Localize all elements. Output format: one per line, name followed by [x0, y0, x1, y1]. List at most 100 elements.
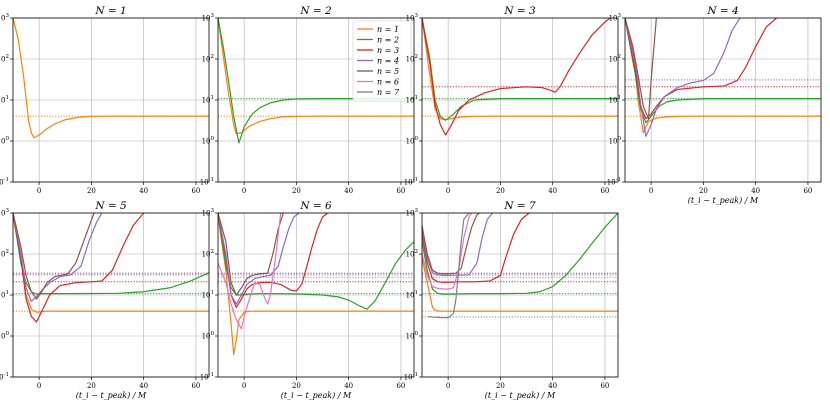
series-line — [218, 213, 300, 305]
y-tick-label: 103 — [202, 208, 215, 218]
y-tick-label: 100 — [202, 136, 215, 146]
x-tick-label: 20 — [699, 187, 708, 195]
y-tick-label: 10-1 — [0, 177, 9, 187]
legend: n = 1 n = 2n = 3 n = 4n = 5 n = 6n = 7 — [352, 20, 412, 102]
x-tick-label: 0 — [649, 187, 653, 195]
series-line — [625, 18, 821, 124]
x-axis-label: (t_i − t_peak) / M — [281, 391, 352, 400]
x-tick-label: 60 — [396, 187, 405, 195]
y-tick-label: 103 — [406, 208, 419, 218]
x-tick-label: 0 — [37, 187, 41, 195]
series-line — [218, 213, 282, 330]
subplot-title: N = 1 — [94, 5, 126, 17]
y-tick-label: 101 — [0, 95, 9, 105]
y-tick-label: 101 — [406, 290, 418, 300]
subplot-7: 0 20 40 60 10-1 100 101 102 103 N = 7 (t_i − t_pea… — [404, 200, 619, 400]
series-line — [422, 213, 494, 277]
y-tick-label: 102 — [202, 249, 214, 259]
x-tick-label: 40 — [139, 187, 148, 195]
x-tick-label: 60 — [191, 187, 200, 195]
y-tick-label: 103 — [202, 13, 215, 23]
series-line — [13, 213, 95, 300]
x-tick-label: 40 — [548, 382, 557, 390]
y-tick-label: 101 — [202, 95, 214, 105]
x-tick-label: 0 — [242, 382, 246, 390]
y-tick-label: 103 — [0, 13, 10, 23]
series-line — [625, 18, 741, 137]
series-line — [422, 213, 618, 295]
x-tick-label: 40 — [344, 187, 353, 195]
y-tick-label: 100 — [406, 136, 419, 146]
x-tick-label: 40 — [548, 187, 557, 195]
y-tick-label: 100 — [609, 136, 622, 146]
series-line — [218, 213, 329, 308]
series-line — [218, 18, 414, 144]
y-tick-label: 10-1 — [404, 372, 418, 382]
series-line — [13, 216, 209, 313]
x-tick-label: 0 — [446, 187, 450, 195]
legend-label: n = 6 — [377, 78, 399, 87]
x-tick-label: 20 — [292, 382, 301, 390]
series-line — [625, 18, 777, 120]
legend-label: n = 1 — [377, 25, 399, 34]
x-tick-label: 20 — [87, 187, 96, 195]
y-tick-label: 100 — [0, 136, 10, 146]
y-tick-label: 10-1 — [200, 177, 214, 187]
x-tick-label: 0 — [37, 382, 41, 390]
y-tick-label: 10-1 — [404, 177, 418, 187]
legend-label: n = 7 — [377, 88, 400, 97]
y-tick-label: 103 — [609, 13, 622, 23]
y-tick-label: 102 — [609, 54, 621, 64]
legend-label: n = 3 — [377, 46, 399, 55]
x-tick-label: 20 — [292, 187, 301, 195]
series-line — [218, 213, 284, 296]
y-tick-label: 102 — [202, 54, 214, 64]
y-tick-label: 103 — [406, 13, 419, 23]
legend-label: n = 4 — [377, 57, 399, 66]
subplot-5: 0 20 40 60 10-1 100 101 102 103 N = 5 (t_i − t_pea… — [0, 200, 210, 400]
y-tick-label: 10-1 — [200, 372, 214, 382]
legend-label: n = 5 — [377, 67, 399, 76]
x-tick-label: 60 — [396, 382, 405, 390]
subplot-title: N = 3 — [503, 5, 536, 17]
series-line — [422, 213, 480, 275]
y-tick-label: 100 — [202, 331, 215, 341]
series-line — [13, 213, 209, 295]
x-axis-label: (t_i − t_peak) / M — [76, 391, 147, 400]
series-line — [422, 213, 473, 290]
x-tick-label: 40 — [751, 187, 760, 195]
x-tick-label: 60 — [191, 382, 200, 390]
y-tick-label: 101 — [406, 95, 418, 105]
series-line — [13, 213, 103, 302]
y-tick-label: 102 — [406, 249, 418, 259]
y-tick-label: 102 — [0, 249, 9, 259]
subplot-title: N = 6 — [299, 200, 332, 212]
subplot-title: N = 4 — [706, 5, 738, 17]
y-tick-label: 100 — [406, 331, 419, 341]
x-tick-label: 20 — [496, 187, 505, 195]
x-axis-label: (t_i − t_peak) / M — [688, 196, 759, 205]
y-tick-label: 101 — [202, 290, 214, 300]
x-axis-label: (t_i − t_peak) / M — [485, 391, 556, 400]
x-tick-label: 60 — [600, 187, 609, 195]
x-tick-label: 0 — [242, 187, 246, 195]
series-line — [422, 18, 618, 121]
y-tick-label: 10-1 — [0, 372, 9, 382]
legend-label: n = 2 — [377, 36, 399, 45]
series-line — [218, 18, 414, 135]
series-line — [13, 213, 145, 323]
y-tick-label: 10-1 — [607, 177, 621, 187]
subplot-4: 0 20 40 60 10-1 100 101 102 103 N = 4 (t_i − t_pea… — [607, 5, 822, 205]
subplot-title: N = 5 — [94, 200, 127, 212]
series-line — [218, 216, 414, 356]
x-tick-label: 0 — [446, 382, 450, 390]
y-tick-label: 101 — [0, 290, 9, 300]
series-line — [422, 213, 530, 283]
x-tick-label: 20 — [496, 382, 505, 390]
y-tick-label: 102 — [0, 54, 9, 64]
series-line — [428, 213, 470, 319]
